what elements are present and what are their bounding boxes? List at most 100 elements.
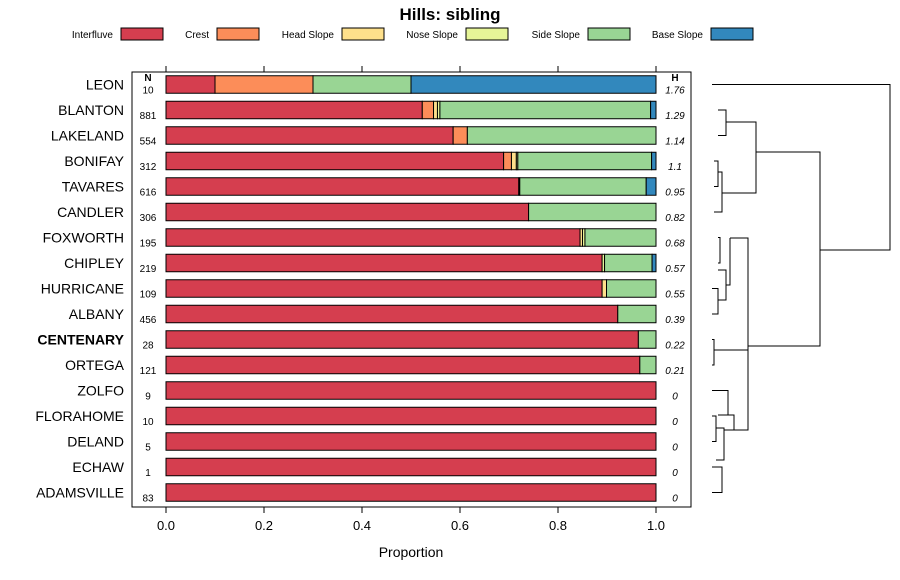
category-label: ZOLFO bbox=[77, 383, 124, 399]
bar-segment bbox=[165, 228, 581, 247]
n-value: 456 bbox=[140, 315, 157, 326]
chart-title: Hills: sibling bbox=[399, 5, 500, 24]
h-value: 0.39 bbox=[665, 315, 685, 326]
category-label: TAVARES bbox=[62, 179, 124, 195]
legend-swatch bbox=[587, 27, 631, 41]
n-column-header: N bbox=[144, 73, 151, 84]
h-value: 1.76 bbox=[665, 86, 685, 97]
legend-swatch bbox=[341, 27, 385, 41]
category-label: CANDLER bbox=[57, 204, 124, 220]
category-label: LAKELAND bbox=[51, 128, 124, 144]
dendrogram-branch bbox=[730, 237, 749, 431]
n-value: 121 bbox=[140, 366, 157, 377]
bar-segment bbox=[165, 100, 423, 120]
dendrogram-branch bbox=[712, 466, 723, 493]
legend: Interfluve Crest Head Slope Nose Slope Side … bbox=[72, 27, 754, 41]
n-value: 10 bbox=[142, 417, 154, 428]
n-value: 109 bbox=[140, 290, 157, 301]
bar-segment bbox=[584, 228, 657, 247]
h-value: 0.82 bbox=[665, 213, 685, 224]
bar-segment bbox=[433, 100, 438, 120]
h-value: 0.21 bbox=[665, 366, 684, 377]
legend-swatch bbox=[216, 27, 260, 41]
dendrogram bbox=[712, 84, 891, 493]
dendrogram-branch bbox=[718, 414, 735, 431]
category-label: DELAND bbox=[67, 434, 124, 450]
n-value: 312 bbox=[140, 162, 157, 173]
bar-segment bbox=[601, 279, 608, 298]
dendrogram-branch bbox=[748, 151, 821, 347]
legend-label: Head Slope bbox=[282, 30, 335, 41]
bar-segment bbox=[312, 75, 412, 94]
bar-segment bbox=[165, 381, 657, 400]
h-value: 0 bbox=[672, 417, 678, 428]
x-tick-label: 0.6 bbox=[451, 518, 469, 533]
bar-segment bbox=[165, 177, 520, 196]
category-label: CHIPLEY bbox=[64, 255, 125, 271]
x-tick-label: 1.0 bbox=[647, 518, 665, 533]
h-column-header: H bbox=[671, 73, 678, 84]
x-tick-label: 0.2 bbox=[255, 518, 273, 533]
bar-segment bbox=[606, 279, 657, 298]
bar-segment bbox=[452, 126, 468, 145]
category-label: LEON bbox=[86, 77, 124, 93]
category-label: FLORAHOME bbox=[35, 408, 124, 424]
h-value: 1.29 bbox=[665, 111, 685, 122]
bar-segment bbox=[604, 253, 653, 273]
dendrogram-branch bbox=[726, 238, 731, 286]
bar-segment bbox=[503, 151, 512, 171]
bar-segment bbox=[510, 151, 517, 171]
bar-segment bbox=[651, 151, 657, 171]
n-value: 28 bbox=[142, 341, 154, 352]
dendrogram-branch bbox=[712, 339, 715, 366]
x-axis-label: Proportion bbox=[379, 544, 444, 560]
category-label: CENTENARY bbox=[37, 332, 124, 348]
h-value: 0 bbox=[672, 494, 678, 505]
n-value: 219 bbox=[140, 264, 157, 275]
bar-segment bbox=[466, 126, 657, 145]
dendrogram-branch bbox=[712, 415, 717, 442]
legend-label: Side Slope bbox=[532, 30, 581, 41]
bar-segment bbox=[519, 177, 647, 196]
bar-segment bbox=[165, 253, 603, 273]
bar-segment bbox=[639, 355, 657, 375]
dendrogram-branch bbox=[718, 269, 727, 301]
bar-segment bbox=[439, 100, 652, 120]
bar-segment bbox=[165, 406, 657, 426]
bar-segment bbox=[165, 330, 639, 349]
h-value: 0.22 bbox=[665, 341, 685, 352]
h-value: 0.68 bbox=[665, 239, 685, 250]
dendrogram-branch bbox=[718, 109, 727, 136]
category-label: ADAMSVILLE bbox=[36, 485, 124, 501]
n-value: 10 bbox=[142, 86, 154, 97]
legend-label: Base Slope bbox=[652, 30, 704, 41]
plot-frame bbox=[131, 71, 692, 508]
n-value: 1 bbox=[145, 468, 151, 479]
category-label: FOXWORTH bbox=[43, 230, 124, 246]
bar-segment bbox=[421, 100, 435, 120]
n-value: 306 bbox=[140, 213, 157, 224]
n-value: 9 bbox=[145, 392, 151, 403]
legend-swatch bbox=[710, 27, 754, 41]
n-value: 881 bbox=[140, 111, 157, 122]
n-value: 83 bbox=[142, 494, 154, 505]
h-value: 0 bbox=[672, 443, 678, 454]
bar-segment bbox=[214, 75, 314, 94]
dendrogram-branch bbox=[718, 237, 721, 264]
legend-swatch bbox=[120, 27, 164, 41]
dendrogram-branch bbox=[722, 121, 757, 194]
bar-segment bbox=[637, 330, 657, 349]
x-tick-label: 0.4 bbox=[353, 518, 371, 533]
n-value: 5 bbox=[145, 443, 151, 454]
h-value: 0 bbox=[672, 468, 678, 479]
legend-swatch bbox=[465, 27, 509, 41]
category-label: BLANTON bbox=[58, 102, 124, 118]
bar-segment bbox=[165, 483, 657, 502]
bar-segment bbox=[165, 126, 454, 145]
legend-label: Nose Slope bbox=[406, 30, 458, 41]
legend-label: Interfluve bbox=[72, 30, 114, 41]
bar-segment bbox=[645, 177, 657, 196]
bar-segment bbox=[165, 304, 619, 324]
x-tick-label: 0.0 bbox=[157, 518, 175, 533]
